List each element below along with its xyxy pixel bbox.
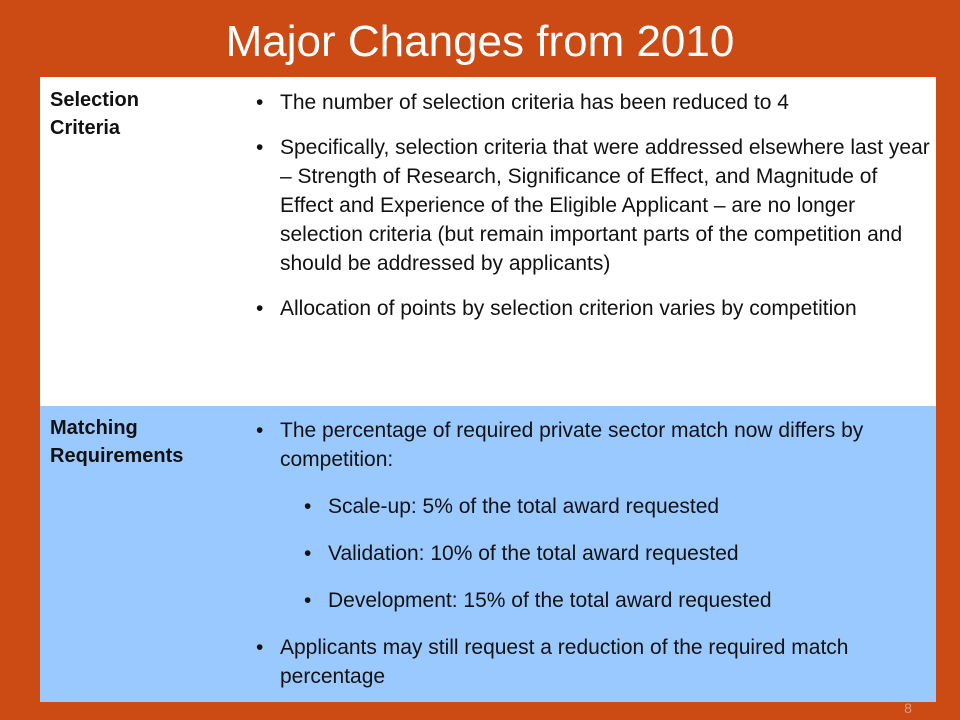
page-number: 8 (904, 700, 912, 716)
title-bar (0, 0, 960, 90)
row-label-matching-requirements: Matching Requirements (50, 414, 240, 470)
sub-bullet-item: Validation: 10% of the total award reque… (304, 539, 932, 568)
matching-requirements-bullets: The percentage of required private secto… (256, 416, 932, 691)
selection-criteria-row: Selection Criteria The number of selecti… (40, 77, 936, 406)
row-label-selection-criteria: Selection Criteria (50, 86, 240, 142)
bullet-item: Specifically, selection criteria that we… (256, 133, 932, 278)
bullet-item: The percentage of required private secto… (256, 416, 932, 474)
sub-bullet-item: Development: 15% of the total award requ… (304, 586, 932, 615)
matching-requirements-row: Matching Requirements The percentage of … (40, 406, 936, 702)
bullet-item: Allocation of points by selection criter… (256, 294, 932, 323)
sub-bullet-item: Scale-up: 5% of the total award requeste… (304, 492, 932, 521)
row-label-line: Matching (50, 417, 138, 439)
row-label-line: Requirements (50, 445, 184, 467)
bullet-item: The number of selection criteria has bee… (256, 88, 932, 117)
row-label-line: Criteria (50, 117, 121, 139)
selection-criteria-bullets: The number of selection criteria has bee… (256, 88, 932, 323)
bullet-item: Applicants may still request a reduction… (256, 633, 932, 691)
row-label-line: Selection (50, 89, 139, 111)
slide-title: Major Changes from 2010 (225, 17, 735, 66)
bottom-bar (0, 702, 960, 720)
